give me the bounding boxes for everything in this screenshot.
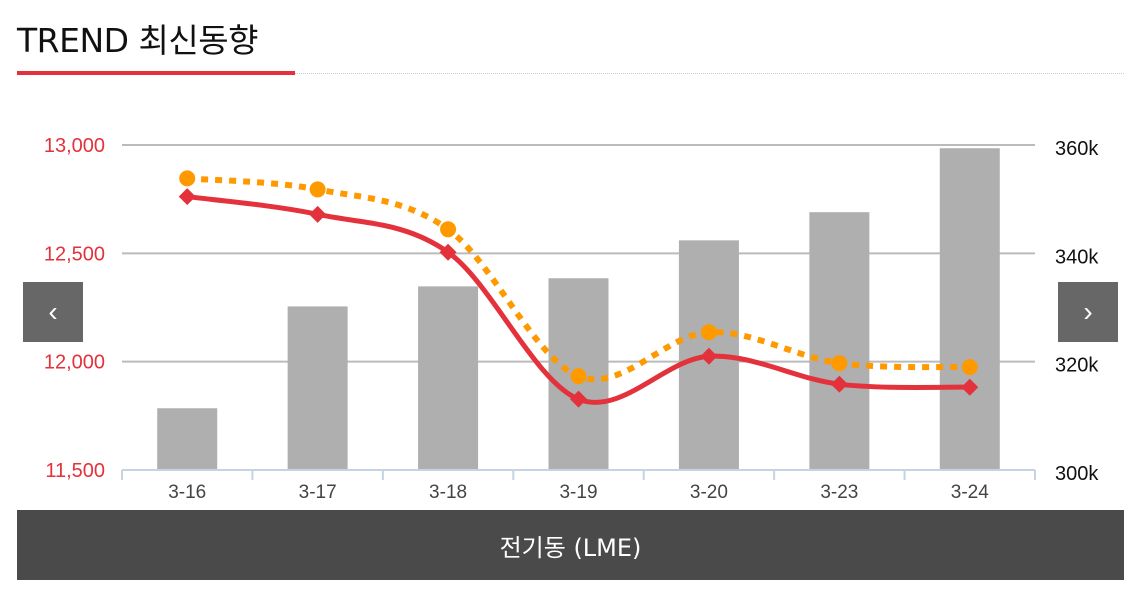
left-tick-label: 13,000 [44, 135, 105, 157]
divider [295, 73, 1124, 74]
title-underline [17, 71, 295, 75]
red-point [700, 347, 718, 365]
trend-chart: 11,500 12,000 12,500 13,000 300k 320k 340k 360k… [44, 135, 1100, 503]
red-point [570, 390, 587, 408]
orange-point [961, 359, 978, 376]
bar [157, 408, 218, 470]
orange-point [831, 355, 848, 372]
left-tick-label: 12,000 [44, 352, 105, 374]
orange-point [700, 324, 717, 341]
right-tick-label: 320k [1055, 355, 1099, 377]
red-point [178, 188, 196, 206]
next-button[interactable]: › [1058, 282, 1118, 342]
orange-point [179, 170, 196, 187]
x-tick-label: 3-20 [690, 482, 728, 503]
x-tick-label: 3-18 [429, 482, 467, 503]
orange-point [309, 181, 326, 198]
left-tick-label: 11,500 [45, 460, 105, 482]
bar [287, 306, 348, 470]
prev-button[interactable]: ‹ [23, 282, 83, 342]
right-tick-label: 360k [1055, 138, 1099, 160]
page-title: TREND 최신동향 [17, 21, 258, 60]
bar [418, 286, 479, 470]
orange-point [570, 368, 587, 385]
bar [809, 212, 870, 470]
x-tick-label: 3-23 [820, 482, 858, 503]
right-tick-label: 340k [1055, 246, 1099, 268]
x-tick-label: 3-19 [559, 482, 597, 503]
x-tick-label: 3-17 [299, 482, 337, 503]
orange-point [440, 221, 457, 238]
left-tick-label: 12,500 [44, 243, 105, 265]
red-point [309, 205, 327, 223]
x-tick-label: 3-24 [951, 482, 989, 503]
red-point [961, 378, 979, 396]
right-tick-label: 300k [1055, 463, 1099, 485]
red-point [439, 243, 457, 261]
bar [939, 148, 1000, 470]
red-point [830, 375, 848, 393]
x-tick-label: 3-16 [168, 482, 206, 503]
commodity-label-bar: 전기동 (LME) [17, 510, 1124, 580]
commodity-label: 전기동 (LME) [499, 533, 642, 562]
